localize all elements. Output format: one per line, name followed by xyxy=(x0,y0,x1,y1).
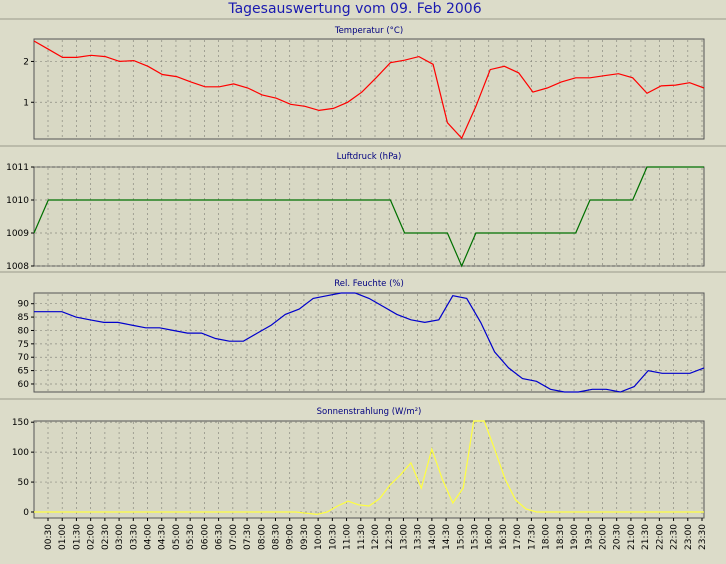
x-tick-label: 07:00 xyxy=(229,524,239,550)
x-tick-label: 05:00 xyxy=(172,524,182,550)
x-tick-label: 15:30 xyxy=(471,524,481,550)
x-tick-label: 21:30 xyxy=(641,524,651,550)
x-tick-label: 23:30 xyxy=(698,524,708,550)
x-tick-label: 13:30 xyxy=(414,524,424,550)
y-tick-label: 50 xyxy=(18,478,30,488)
x-tick-label: 03:30 xyxy=(129,524,139,550)
panel-title-pressure: Luftdruck (hPa) xyxy=(337,152,402,162)
x-tick-label: 17:30 xyxy=(527,524,537,550)
x-tick-label: 09:00 xyxy=(286,524,296,550)
x-tick-label: 10:30 xyxy=(328,524,338,550)
x-tick-label: 11:30 xyxy=(357,524,367,550)
x-tick-label: 21:00 xyxy=(627,524,637,550)
x-tick-label: 12:00 xyxy=(371,524,381,550)
y-tick-label: 0 xyxy=(23,508,29,518)
x-tick-label: 05:30 xyxy=(186,524,196,550)
x-tick-label: 01:30 xyxy=(72,524,82,550)
panel-title-radiation: Sonnenstrahlung (W/m²) xyxy=(317,407,422,417)
x-tick-label: 04:30 xyxy=(158,524,168,550)
panel-temperature: Temperatur (°C) 1 2 xyxy=(23,26,705,140)
y-tick-label: 2 xyxy=(23,57,29,67)
y-tick-label: 85 xyxy=(18,313,29,323)
x-tick-label: 10:00 xyxy=(314,524,324,550)
x-tick-label: 14:30 xyxy=(442,524,452,550)
series-line-radiation xyxy=(34,420,704,516)
x-tick-label: 07:30 xyxy=(243,524,253,550)
x-tick-label: 08:00 xyxy=(257,524,267,550)
panel-radiation: Sonnenstrahlung (W/m²) 0 50 100 150 xyxy=(12,407,705,519)
y-tick-label: 60 xyxy=(18,380,30,390)
y-tick-label: 1010 xyxy=(6,196,29,206)
x-tick-label: 06:30 xyxy=(215,524,225,550)
plot-area-radiation xyxy=(33,420,705,519)
x-tick-label: 15:00 xyxy=(456,524,466,550)
x-axis: 00:30 01:00 01:30 02:00 02:30 03:00 03:30 04:00… xyxy=(44,518,708,550)
y-tick-label: 70 xyxy=(18,353,30,363)
x-tick-label: 19:30 xyxy=(584,524,594,550)
x-tick-label: 00:30 xyxy=(44,524,54,550)
x-tick-label: 16:30 xyxy=(499,524,509,550)
x-tick-label: 09:30 xyxy=(300,524,310,550)
y-tick-label: 150 xyxy=(12,418,29,428)
x-tick-label: 17:00 xyxy=(513,524,523,550)
panel-humidity: Rel. Feuchte (%) 60 65 70 75 80 85 90 xyxy=(18,279,705,393)
y-tick-label: 80 xyxy=(18,326,30,336)
x-tick-label: 08:30 xyxy=(272,524,282,550)
x-tick-label: 02:00 xyxy=(87,524,97,550)
series-line-humidity xyxy=(34,292,705,393)
x-tick-label: 19:00 xyxy=(570,524,580,550)
x-tick-label: 06:00 xyxy=(200,524,210,550)
y-tick-label: 90 xyxy=(18,300,30,310)
y-tick-label: 100 xyxy=(12,448,29,458)
x-tick-label: 18:30 xyxy=(556,524,566,550)
x-tick-label: 01:00 xyxy=(58,524,68,550)
x-tick-label: 02:30 xyxy=(101,524,111,550)
x-tick-label: 14:00 xyxy=(428,524,438,550)
x-tick-label: 11:00 xyxy=(343,524,353,550)
plot-area-humidity xyxy=(33,292,705,393)
x-tick-label: 20:30 xyxy=(613,524,623,550)
y-tick-label: 1011 xyxy=(6,163,29,173)
x-tick-label: 16:00 xyxy=(485,524,495,550)
x-tick-label: 22:00 xyxy=(655,524,665,550)
y-tick-label: 65 xyxy=(18,367,29,377)
x-tick-label: 03:00 xyxy=(115,524,125,550)
panel-title-humidity: Rel. Feuchte (%) xyxy=(334,279,404,289)
x-tick-label: 23:00 xyxy=(684,524,694,550)
x-tick-label: 18:00 xyxy=(542,524,552,550)
x-tick-label: 12:30 xyxy=(385,524,395,550)
plot-area-pressure xyxy=(33,166,705,267)
y-tick-label: 1008 xyxy=(6,262,29,272)
panel-pressure: Luftdruck (hPa) 1008 1009 1010 1011 xyxy=(6,152,705,272)
series-line-temperature xyxy=(33,40,705,140)
y-tick-label: 1 xyxy=(23,98,29,108)
page-title: Tagesauswertung vom 09. Feb 2006 xyxy=(227,1,481,17)
series-line-pressure xyxy=(33,166,704,268)
x-tick-label: 22:30 xyxy=(670,524,680,550)
y-tick-label: 75 xyxy=(18,340,29,350)
x-tick-label: 13:00 xyxy=(399,524,409,550)
x-tick-label: 04:00 xyxy=(144,524,154,550)
y-tick-label: 1009 xyxy=(6,229,29,239)
panel-title-temperature: Temperatur (°C) xyxy=(334,26,403,36)
plot-area-temperature xyxy=(33,38,705,140)
x-tick-label: 20:00 xyxy=(599,524,609,550)
